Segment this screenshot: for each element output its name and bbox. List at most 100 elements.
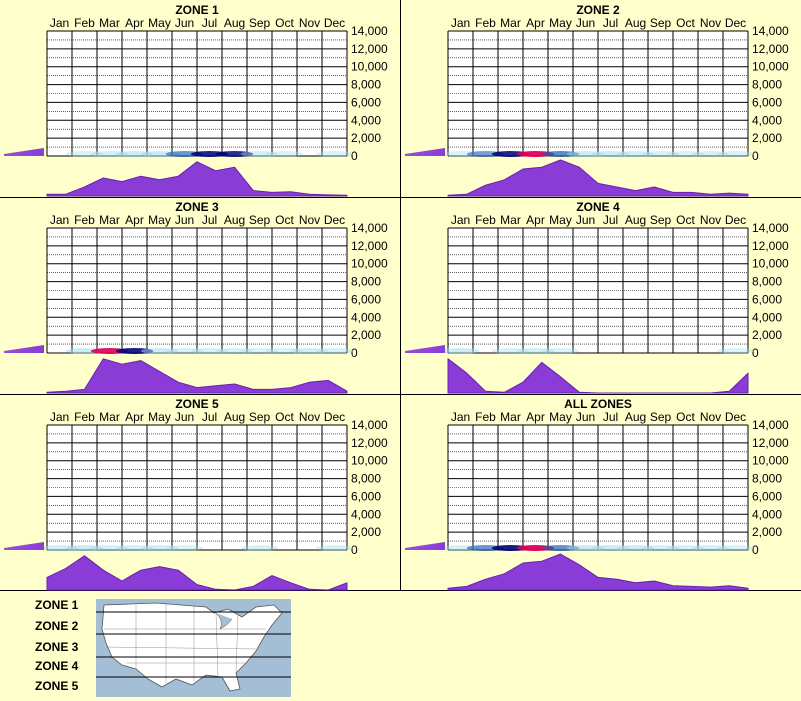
side-density xyxy=(4,345,44,353)
month-label: Jan xyxy=(451,16,470,30)
side-density xyxy=(405,345,445,353)
month-label: Apr xyxy=(526,16,545,30)
y-tick-label: 2,000 xyxy=(351,328,381,342)
y-tick-label: 4,000 xyxy=(351,113,381,127)
zone-panel-1: ZONE 1 Jan Feb Mar Apr May Jun Jul Aug Sep Oct Nov D… xyxy=(4,3,388,197)
side-density xyxy=(405,542,445,550)
y-tick-label: 14,000 xyxy=(752,418,789,432)
heat-cell xyxy=(716,151,755,157)
legend-zone-5: ZONE 5 xyxy=(35,679,79,693)
y-tick-label: 2,000 xyxy=(752,328,782,342)
heat-cell xyxy=(190,348,229,354)
month-label: Nov xyxy=(700,16,721,30)
y-tick-label: 12,000 xyxy=(752,436,789,450)
y-tick-label: 6,000 xyxy=(752,95,782,109)
month-label: Aug xyxy=(625,213,646,227)
y-tick-label: 8,000 xyxy=(351,275,381,289)
map-land xyxy=(101,602,283,692)
seasonal-density xyxy=(46,161,348,197)
y-tick-label: 2,000 xyxy=(351,525,381,539)
y-tick-label: 4,000 xyxy=(752,310,782,324)
month-label: May xyxy=(148,16,171,30)
heat-cell xyxy=(165,545,204,551)
heat-cell xyxy=(165,348,204,354)
y-tick-label: 4,000 xyxy=(752,507,782,521)
heat-cell xyxy=(140,545,179,551)
month-label: Oct xyxy=(676,16,695,30)
heat-cell xyxy=(691,545,730,551)
month-label: Dec xyxy=(324,410,345,424)
month-label: Oct xyxy=(676,410,695,424)
zone-title: ZONE 1 xyxy=(175,3,219,17)
legend-zone-1: ZONE 1 xyxy=(35,598,79,612)
y-tick-label: 8,000 xyxy=(752,275,782,289)
y-tick-label: 0 xyxy=(351,543,358,557)
month-label: Mar xyxy=(99,213,120,227)
month-label: Sep xyxy=(650,410,672,424)
y-tick-label: 14,000 xyxy=(351,24,388,38)
y-tick-label: 12,000 xyxy=(351,436,388,450)
legend-zone-3: ZONE 3 xyxy=(35,640,79,654)
month-label: Dec xyxy=(324,213,345,227)
month-label: Mar xyxy=(500,16,521,30)
month-label: Feb xyxy=(475,213,496,227)
month-label: Nov xyxy=(700,410,721,424)
seasonal-density xyxy=(447,553,749,591)
y-tick-label: 12,000 xyxy=(351,239,388,253)
month-label: Feb xyxy=(74,213,95,227)
y-tick-label: 8,000 xyxy=(752,472,782,486)
month-label: Jul xyxy=(603,16,618,30)
y-tick-label: 0 xyxy=(351,346,358,360)
seasonal-density xyxy=(46,555,348,591)
y-tick-label: 10,000 xyxy=(752,257,789,271)
seasonal-density xyxy=(447,159,749,197)
heat-cell xyxy=(65,151,104,157)
month-label: Jan xyxy=(451,410,470,424)
heat-cell xyxy=(90,545,129,551)
side-density xyxy=(405,148,445,156)
heat-cell xyxy=(115,545,154,551)
heat-cell xyxy=(541,348,580,354)
y-tick-label: 2,000 xyxy=(752,131,782,145)
y-tick-label: 12,000 xyxy=(351,42,388,56)
month-label: Aug xyxy=(625,410,646,424)
heat-cell xyxy=(441,348,480,354)
heat-cell xyxy=(315,545,354,551)
heat-cell xyxy=(240,151,279,157)
month-label: Jan xyxy=(50,16,69,30)
y-tick-label: 0 xyxy=(351,149,358,163)
month-label: Dec xyxy=(725,410,746,424)
y-tick-label: 2,000 xyxy=(351,131,381,145)
y-tick-label: 10,000 xyxy=(351,60,388,74)
month-label: Dec xyxy=(725,213,746,227)
month-label: Nov xyxy=(299,410,320,424)
y-tick-label: 6,000 xyxy=(752,489,782,503)
y-tick-label: 10,000 xyxy=(752,454,789,468)
heat-cell xyxy=(265,348,304,354)
y-tick-label: 4,000 xyxy=(351,507,381,521)
heat-cell xyxy=(516,348,555,354)
y-tick-label: 14,000 xyxy=(351,221,388,235)
zone-title: ZONE 2 xyxy=(576,3,620,17)
zone-panel-2: ZONE 2 Jan Feb Mar Apr May Jun Jul Aug Sep Oct Nov D… xyxy=(405,3,789,197)
legend-zone-2: ZONE 2 xyxy=(35,619,79,633)
month-label: Oct xyxy=(676,213,695,227)
month-label: Nov xyxy=(700,213,721,227)
month-label: Feb xyxy=(475,410,496,424)
heat-cell xyxy=(215,151,254,157)
heat-cell xyxy=(140,348,179,354)
y-tick-label: 10,000 xyxy=(351,257,388,271)
heat-cell xyxy=(666,151,705,157)
month-label: Mar xyxy=(500,410,521,424)
month-label: Sep xyxy=(650,213,672,227)
month-label: Jul xyxy=(603,410,618,424)
heat-cell xyxy=(215,348,254,354)
month-label: Oct xyxy=(275,410,294,424)
month-label: Apr xyxy=(125,16,144,30)
month-label: Aug xyxy=(224,213,245,227)
zone-panel-3: ZONE 3 Jan Feb Mar Apr May Jun Jul Aug Sep Oct Nov D… xyxy=(4,200,388,394)
y-tick-label: 12,000 xyxy=(752,42,789,56)
y-tick-label: 8,000 xyxy=(752,78,782,92)
month-label: Jun xyxy=(175,16,194,30)
seasonal-density xyxy=(447,358,749,394)
